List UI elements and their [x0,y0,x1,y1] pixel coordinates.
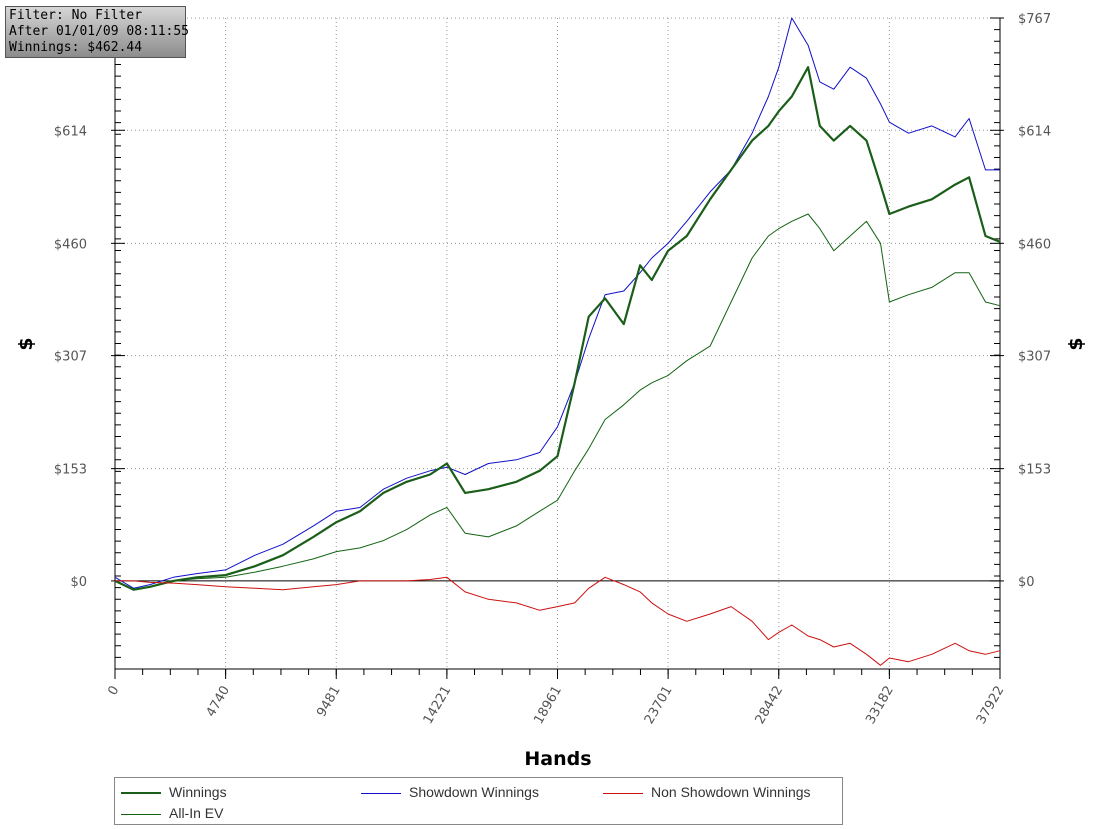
legend-label-nonshowdown: Non Showdown Winnings [651,784,811,800]
grid [115,17,1000,669]
date-filter-text: After 01/01/09 08:11:55 [9,24,190,39]
x-tick-label: 0 [105,684,122,699]
y-tick-label-left: $153 [54,463,87,478]
x-tick-label: 28442 [753,684,787,727]
axes [111,17,1004,679]
legend-item-showdown: Showdown Winnings [361,782,539,802]
y-tick-label-left: $307 [54,350,87,365]
y-axis-title-left: $ [15,337,37,350]
x-tick-label: 18961 [531,684,565,727]
x-tick-label: 4740 [204,684,234,720]
legend-swatch-winnings [121,792,161,795]
y-tick-label-left: $0 [70,575,87,590]
y-tick-label-left: $460 [54,237,87,252]
legend-item-allin: All-In EV [121,803,223,823]
legend-label-allin: All-In EV [169,805,224,821]
tick-labels: $0 $0 $153 $153 $307 $307 $460 $460 $614 $614 $767… [54,12,1051,727]
y-tick-label-right: $460 [1018,237,1051,252]
x-tick-label: 37922 [974,684,1008,727]
x-axis-title: Hands [524,748,591,770]
series-lines [114,17,1001,666]
series-line-winnings [114,66,1001,591]
y-axis-title-right: $ [1065,337,1087,350]
legend-item-nonshowdown: Non Showdown Winnings [603,782,811,802]
x-tick-label: 14221 [421,684,455,727]
y-tick-label-right: $0 [1018,575,1035,590]
legend: Winnings Showdown Winnings Non Showdown … [114,777,843,825]
y-tick-label-left: $614 [54,124,87,139]
x-tick-label: 23701 [642,684,676,727]
y-tick-label-right: $153 [1018,463,1051,478]
legend-label-showdown: Showdown Winnings [409,784,539,800]
legend-swatch-allin [121,813,161,815]
legend-swatch-showdown [361,792,401,794]
filter-text: Filter: No Filter [9,8,143,23]
series-line-nonshowdown [115,576,1001,666]
legend-label-winnings: Winnings [169,784,227,800]
y-tick-label-right: $614 [1018,124,1051,139]
filter-info-box: Filter: No Filter After 01/01/09 08:11:5… [5,6,190,58]
legend-item-winnings: Winnings [121,782,227,802]
winnings-text: Winnings: $462.44 [9,40,143,55]
y-tick-label-right: $767 [1018,12,1051,27]
legend-swatch-nonshowdown [603,792,643,794]
x-tick-label: 33182 [863,684,897,727]
y-tick-label-right: $307 [1018,350,1051,365]
series-line-allin [114,213,1001,591]
series-line-showdown [114,17,1000,589]
x-tick-label: 9481 [314,684,344,720]
